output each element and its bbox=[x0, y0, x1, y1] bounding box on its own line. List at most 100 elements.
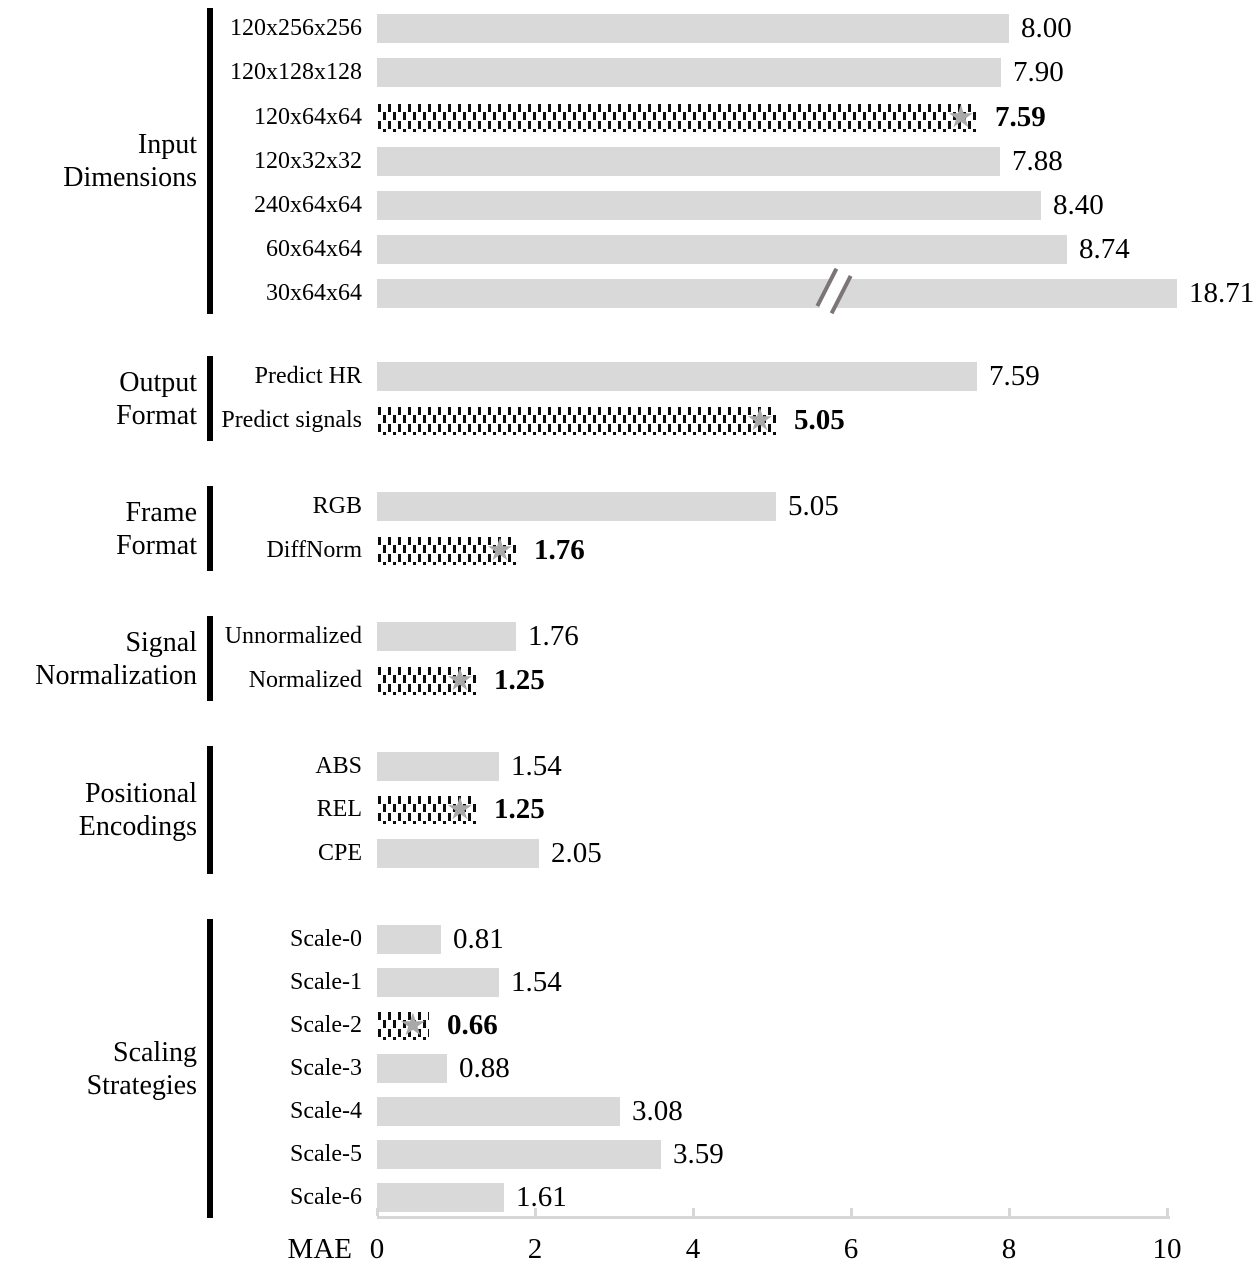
bar-label: Scale-0 bbox=[290, 926, 362, 952]
bar-value: 18.71 bbox=[1189, 277, 1255, 309]
group-label-line: Format bbox=[116, 529, 197, 561]
x-axis-tick bbox=[850, 1208, 853, 1216]
star-icon: ★ bbox=[446, 662, 474, 698]
x-axis-tick-label: 0 bbox=[369, 1233, 385, 1265]
star-icon: ★ bbox=[746, 402, 774, 438]
bar-label: 30x64x64 bbox=[266, 280, 362, 306]
bar bbox=[377, 1183, 504, 1212]
bar-value: 0.81 bbox=[453, 923, 504, 955]
x-axis-tick bbox=[692, 1208, 695, 1216]
bar-label: Predict signals bbox=[221, 407, 362, 433]
bar bbox=[377, 752, 499, 781]
star-icon: ★ bbox=[446, 791, 474, 827]
x-axis-tick bbox=[1008, 1208, 1011, 1216]
group-label-line: Scaling bbox=[113, 1036, 197, 1068]
bar-label: ABS bbox=[315, 753, 362, 779]
x-axis-tick-label: 4 bbox=[685, 1233, 701, 1265]
bar bbox=[377, 839, 539, 868]
bar-label: Scale-4 bbox=[290, 1098, 362, 1124]
group-divider bbox=[207, 8, 213, 314]
bar bbox=[377, 58, 1001, 87]
bar-label: 120x32x32 bbox=[254, 148, 362, 174]
bar-label: Scale-2 bbox=[290, 1012, 362, 1038]
x-axis-line bbox=[377, 1216, 1170, 1219]
bar-label: Scale-1 bbox=[290, 969, 362, 995]
bar-label: Unnormalized bbox=[224, 623, 362, 649]
group-divider bbox=[207, 746, 213, 874]
group-label: Output Format bbox=[0, 366, 197, 432]
bar-label: 120x128x128 bbox=[230, 59, 362, 85]
bar-label: 120x256x256 bbox=[230, 15, 362, 41]
group-label-line: Output bbox=[119, 366, 197, 398]
bar-label: Scale-6 bbox=[290, 1184, 362, 1210]
bar-value: 1.25 bbox=[494, 664, 545, 696]
x-axis-tick bbox=[376, 1208, 379, 1216]
bar bbox=[377, 925, 441, 954]
group-label-line: Dimensions bbox=[63, 162, 197, 193]
group-label: Positional Encodings bbox=[0, 777, 197, 843]
group-label: Scaling Strategies bbox=[0, 1036, 197, 1102]
bar-best bbox=[377, 536, 516, 565]
bar-value: 1.25 bbox=[494, 793, 545, 825]
bar-label: REL bbox=[316, 796, 362, 822]
bar-best bbox=[377, 1011, 429, 1040]
bar-label: Normalized bbox=[248, 667, 362, 693]
bar bbox=[377, 362, 977, 391]
x-axis-tick bbox=[1166, 1208, 1169, 1216]
x-axis-tick bbox=[534, 1208, 537, 1216]
bar bbox=[377, 279, 1177, 308]
bar-label: Predict HR bbox=[254, 363, 362, 389]
bar-label: Scale-3 bbox=[290, 1055, 362, 1081]
bar-label: RGB bbox=[312, 493, 362, 519]
group-label: Frame Format bbox=[0, 496, 197, 562]
x-axis-title: MAE bbox=[287, 1233, 352, 1265]
bar-value: 8.40 bbox=[1053, 189, 1104, 221]
bar-value: 1.54 bbox=[511, 966, 562, 998]
bar bbox=[377, 492, 776, 521]
bar bbox=[377, 1140, 661, 1169]
x-axis-tick-label: 2 bbox=[527, 1233, 543, 1265]
bar-label: 240x64x64 bbox=[254, 192, 362, 218]
bar-value: 1.54 bbox=[511, 750, 562, 782]
star-icon: ★ bbox=[486, 532, 514, 568]
group-label-line: Encodings bbox=[78, 811, 197, 842]
bar-value: 7.90 bbox=[1013, 56, 1064, 88]
group-divider bbox=[207, 356, 213, 441]
bar bbox=[377, 968, 499, 997]
bar-label: 60x64x64 bbox=[266, 236, 362, 262]
group-label: Signal Normalization bbox=[0, 626, 197, 692]
bar-best bbox=[377, 795, 476, 824]
group-label-line: Signal bbox=[125, 626, 197, 658]
bar-value: 7.59 bbox=[995, 101, 1046, 133]
bar bbox=[377, 1054, 447, 1083]
group-label: Input Dimensions bbox=[0, 128, 197, 194]
group-label-line: Positional bbox=[84, 778, 197, 809]
group-divider bbox=[207, 616, 213, 701]
bar bbox=[377, 1097, 620, 1126]
star-icon: ★ bbox=[399, 1007, 427, 1043]
bar-value: 5.05 bbox=[794, 404, 845, 436]
bar-label: Scale-5 bbox=[290, 1141, 362, 1167]
bar-value: 0.88 bbox=[459, 1052, 510, 1084]
bar-value: 2.05 bbox=[551, 837, 602, 869]
bar-value: 5.05 bbox=[788, 490, 839, 522]
bar-value: 0.66 bbox=[447, 1009, 498, 1041]
group-divider bbox=[207, 919, 213, 1218]
bar-label: CPE bbox=[317, 840, 362, 866]
group-label-line: Frame bbox=[125, 496, 197, 528]
bar-value: 8.00 bbox=[1021, 12, 1072, 44]
bar bbox=[377, 622, 516, 651]
bar bbox=[377, 235, 1067, 264]
bar-label: DiffNorm bbox=[266, 537, 362, 563]
bar-label: 120x64x64 bbox=[254, 104, 362, 130]
bar-value: 1.76 bbox=[528, 620, 579, 652]
group-label-line: Strategies bbox=[86, 1069, 197, 1101]
bar-value: 7.59 bbox=[989, 360, 1040, 392]
bar-best bbox=[377, 406, 776, 435]
bar bbox=[377, 147, 1000, 176]
group-label-line: Normalization bbox=[35, 659, 197, 691]
bar-value: 3.59 bbox=[673, 1138, 724, 1170]
bar-value: 8.74 bbox=[1079, 233, 1130, 265]
x-axis-tick-label: 10 bbox=[1152, 1233, 1182, 1265]
bar bbox=[377, 14, 1009, 43]
